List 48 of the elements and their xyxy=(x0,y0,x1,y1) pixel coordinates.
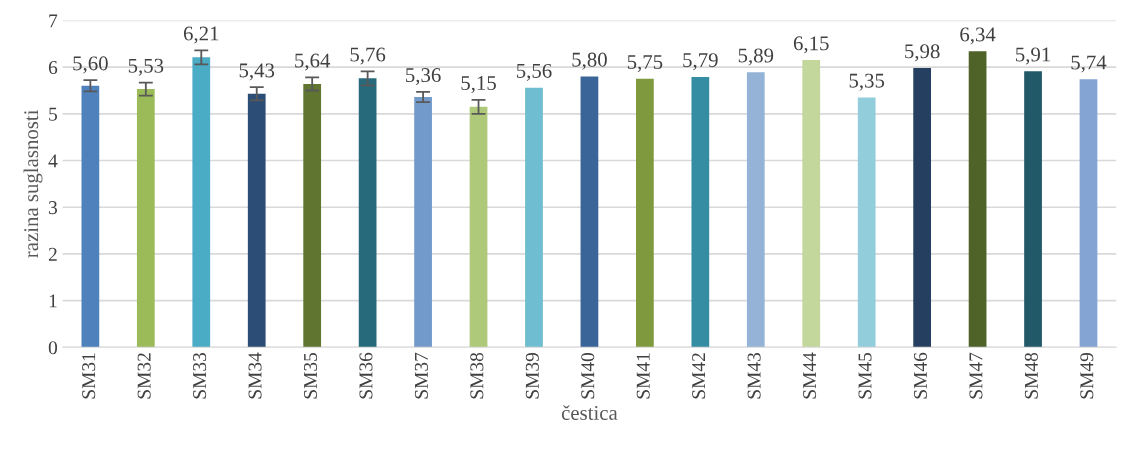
y-tick-label: 2 xyxy=(48,247,57,261)
x-tick-label: SM49 xyxy=(1080,352,1094,399)
data-label: 5,60 xyxy=(73,56,108,74)
y-tick-label: 6 xyxy=(48,61,58,75)
data-label: 5,76 xyxy=(350,47,386,65)
data-label: 5,75 xyxy=(627,55,663,73)
x-tick-label: SM38 xyxy=(470,352,484,399)
x-tick-label: SM47 xyxy=(969,352,983,399)
data-label: 6,34 xyxy=(960,27,996,45)
x-tick-label: SM45 xyxy=(858,352,872,399)
x-tick-label: SM34 xyxy=(248,352,262,399)
data-label: 5,64 xyxy=(295,53,331,71)
x-tick-label: SM39 xyxy=(525,352,539,399)
x-tick-label: SM33 xyxy=(193,352,207,399)
x-tick-label: SM42 xyxy=(692,353,706,399)
y-tick-label: 4 xyxy=(48,154,58,168)
data-label: 5,35 xyxy=(849,73,885,91)
data-label: 5,15 xyxy=(461,76,496,94)
x-tick-label: SM40 xyxy=(581,352,595,399)
x-tick-label: SM36 xyxy=(359,352,373,399)
data-label: 5,53 xyxy=(128,58,164,76)
data-label: 5,36 xyxy=(406,68,441,86)
data-label: 5,79 xyxy=(683,53,718,71)
x-tick-label: SM41 xyxy=(636,353,650,399)
x-tick-label: SM37 xyxy=(414,352,428,399)
x-tick-label: SM48 xyxy=(1024,352,1038,399)
data-label: 5,56 xyxy=(516,63,552,81)
data-label: 5,91 xyxy=(1016,47,1051,65)
data-label: 5,80 xyxy=(572,52,607,70)
x-tick-label: SM44 xyxy=(803,352,817,399)
x-tick-label: SM31 xyxy=(82,353,96,399)
x-tick-label: SM35 xyxy=(303,352,318,399)
y-axis-title: razina suglasnosti xyxy=(23,109,43,258)
y-tick-label: 5 xyxy=(49,107,58,121)
x-tick-label: SM46 xyxy=(913,352,928,399)
x-tick-label: SM32 xyxy=(137,353,151,399)
x-axis-title: čestica xyxy=(561,405,618,420)
y-tick-label: 1 xyxy=(49,294,57,308)
data-label: 5,89 xyxy=(738,48,774,66)
data-label: 6,15 xyxy=(793,36,829,54)
y-tick-label: 3 xyxy=(48,201,58,215)
data-label: 5,98 xyxy=(905,44,940,62)
data-label: 6,21 xyxy=(183,26,219,44)
data-label: 5,74 xyxy=(1071,55,1107,73)
data-label: 5,43 xyxy=(239,63,275,81)
x-tick-label: SM43 xyxy=(747,352,761,399)
y-tick-label: 7 xyxy=(49,14,58,28)
y-tick-label: 0 xyxy=(48,341,58,355)
